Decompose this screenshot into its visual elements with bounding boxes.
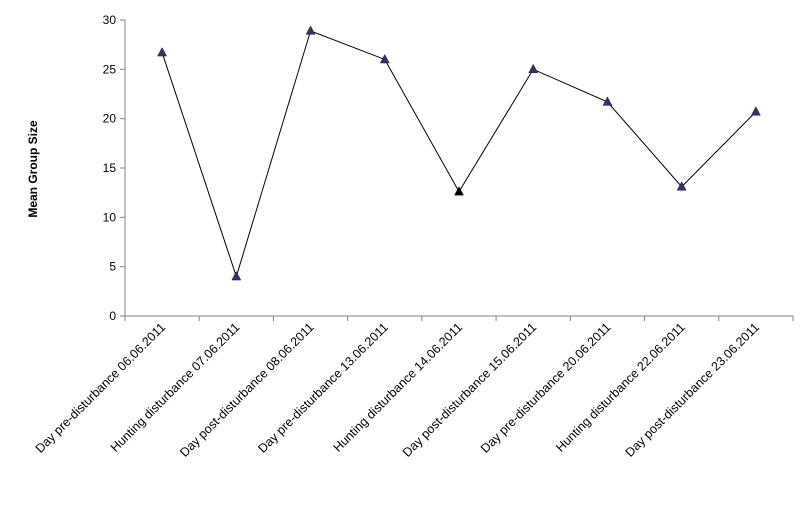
series-line <box>161 30 757 279</box>
y-tick-label: 15 <box>103 161 117 175</box>
x-category-label: Hunting disturbance 22.06.2011 <box>553 320 688 455</box>
y-axis-label: Mean Group Size <box>26 120 40 218</box>
data-point-marker <box>305 25 316 35</box>
data-point-marker <box>379 53 390 64</box>
x-category-label: Day post-disturbance 23.06.2011 <box>623 320 762 459</box>
axes <box>124 20 793 317</box>
y-tick-label: 25 <box>103 62 117 76</box>
x-category-label: Hunting disturbance 14.06.2011 <box>331 320 466 455</box>
y-tick-label: 0 <box>109 309 116 323</box>
x-category-label: Day post-disturbance 15.06.2011 <box>400 320 539 459</box>
data-point-marker <box>676 181 687 191</box>
x-category-label: Hunting disturbance 07.06.2011 <box>108 320 243 455</box>
y-tick-label: 5 <box>109 260 116 274</box>
y-ticks: 0 5 10 15 20 25 30 <box>103 13 125 323</box>
y-tick-label: 30 <box>103 13 117 27</box>
markers <box>157 25 761 281</box>
y-tick-label: 20 <box>103 112 117 126</box>
y-tick-label: 10 <box>103 210 117 224</box>
data-point-marker <box>528 63 539 74</box>
data-point-marker <box>454 186 464 196</box>
data-point-marker <box>231 270 242 281</box>
data-point-marker <box>750 106 761 116</box>
data-point-marker <box>602 96 613 106</box>
x-category-label: Day pre-disturbance 13.06.2011 <box>255 320 391 456</box>
data-point-marker <box>157 47 168 57</box>
x-category-label: Day post-disturbance 08.06.2011 <box>177 320 316 459</box>
x-category-label: Day pre-disturbance 20.06.2011 <box>478 320 614 456</box>
x-category-label: Day pre-disturbance 06.06.2011 <box>33 320 169 456</box>
